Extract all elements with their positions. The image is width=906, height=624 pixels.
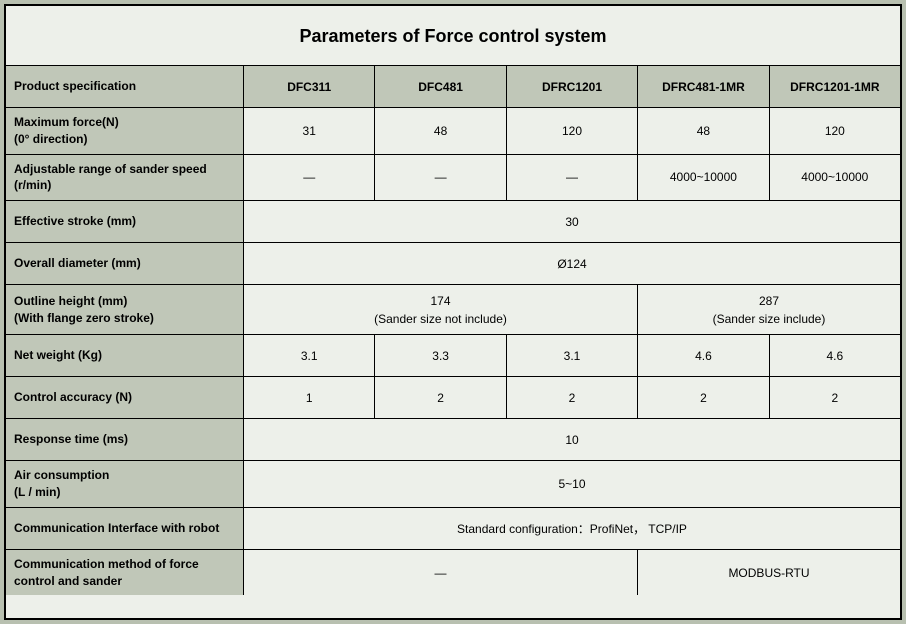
spec-table: Parameters of Force control system Produ…	[4, 4, 902, 620]
cell: 2	[375, 377, 506, 418]
row-diameter: Overall diameter (mm) Ø124	[6, 243, 900, 285]
label-weight: Net weight (Kg)	[6, 335, 244, 376]
cell: 31	[244, 108, 375, 154]
label-air: Air consumption (L / min)	[6, 461, 244, 507]
cell: 4000~10000	[770, 155, 900, 201]
row-height: Outline height (mm) (With flange zero st…	[6, 285, 900, 335]
row-comm-robot: Communication Interface with robot Stand…	[6, 508, 900, 550]
height-a-value: 174	[430, 294, 450, 308]
cell-height-b: 287 (Sander size include)	[638, 285, 900, 334]
cell: 4000~10000	[638, 155, 769, 201]
cell: 48	[375, 108, 506, 154]
cell: 4.6	[770, 335, 900, 376]
cell-comm-sander-a: —	[244, 550, 638, 596]
label-response: Response time (ms)	[6, 419, 244, 460]
col-header: DFC311	[244, 66, 375, 107]
row-comm-sander: Communication method of force control an…	[6, 550, 900, 596]
row-air: Air consumption (L / min) 5~10	[6, 461, 900, 508]
cell: —	[375, 155, 506, 201]
cell-merged: 30	[244, 201, 900, 242]
cell-height-a: 174 (Sander size not include)	[244, 285, 638, 334]
cell-comm-sander-b: MODBUS-RTU	[638, 550, 900, 596]
height-a-note: (Sander size not include)	[374, 312, 507, 326]
cell: 120	[770, 108, 900, 154]
cell: 1	[244, 377, 375, 418]
cell: 3.3	[375, 335, 506, 376]
cell: 2	[638, 377, 769, 418]
row-weight: Net weight (Kg) 3.1 3.3 3.1 4.6 4.6	[6, 335, 900, 377]
height-b-note: (Sander size include)	[713, 312, 826, 326]
cell-merged: Ø124	[244, 243, 900, 284]
col-header: DFRC481-1MR	[638, 66, 769, 107]
cell: 48	[638, 108, 769, 154]
cell: —	[244, 155, 375, 201]
col-header: DFC481	[375, 66, 506, 107]
col-header: DFRC1201-1MR	[770, 66, 900, 107]
row-sander-speed: Adjustable range of sander speed (r/min)…	[6, 155, 900, 202]
cell: —	[507, 155, 638, 201]
label-comm-sander: Communication method of force control an…	[6, 550, 244, 596]
label-comm-robot: Communication Interface with robot	[6, 508, 244, 549]
label-sander-speed: Adjustable range of sander speed (r/min)	[6, 155, 244, 201]
row-response: Response time (ms) 10	[6, 419, 900, 461]
cell-merged: 5~10	[244, 461, 900, 507]
label-spec: Product specification	[6, 66, 244, 107]
cell: 2	[507, 377, 638, 418]
height-b-value: 287	[759, 294, 779, 308]
label-maxforce: Maximum force(N) (0° direction)	[6, 108, 244, 154]
label-accuracy: Control accuracy (N)	[6, 377, 244, 418]
cell: 2	[770, 377, 900, 418]
label-stroke: Effective stroke (mm)	[6, 201, 244, 242]
table-title: Parameters of Force control system	[6, 6, 900, 66]
header-row: Product specification DFC311 DFC481 DFRC…	[6, 66, 900, 108]
cell-merged: 10	[244, 419, 900, 460]
cell: 3.1	[507, 335, 638, 376]
row-stroke: Effective stroke (mm) 30	[6, 201, 900, 243]
cell: 3.1	[244, 335, 375, 376]
cell: 120	[507, 108, 638, 154]
col-header: DFRC1201	[507, 66, 638, 107]
label-height: Outline height (mm) (With flange zero st…	[6, 285, 244, 334]
row-maxforce: Maximum force(N) (0° direction) 31 48 12…	[6, 108, 900, 155]
label-diameter: Overall diameter (mm)	[6, 243, 244, 284]
cell: 4.6	[638, 335, 769, 376]
cell-merged: Standard configuration：ProfiNet， TCP/IP	[244, 508, 900, 549]
row-accuracy: Control accuracy (N) 1 2 2 2 2	[6, 377, 900, 419]
